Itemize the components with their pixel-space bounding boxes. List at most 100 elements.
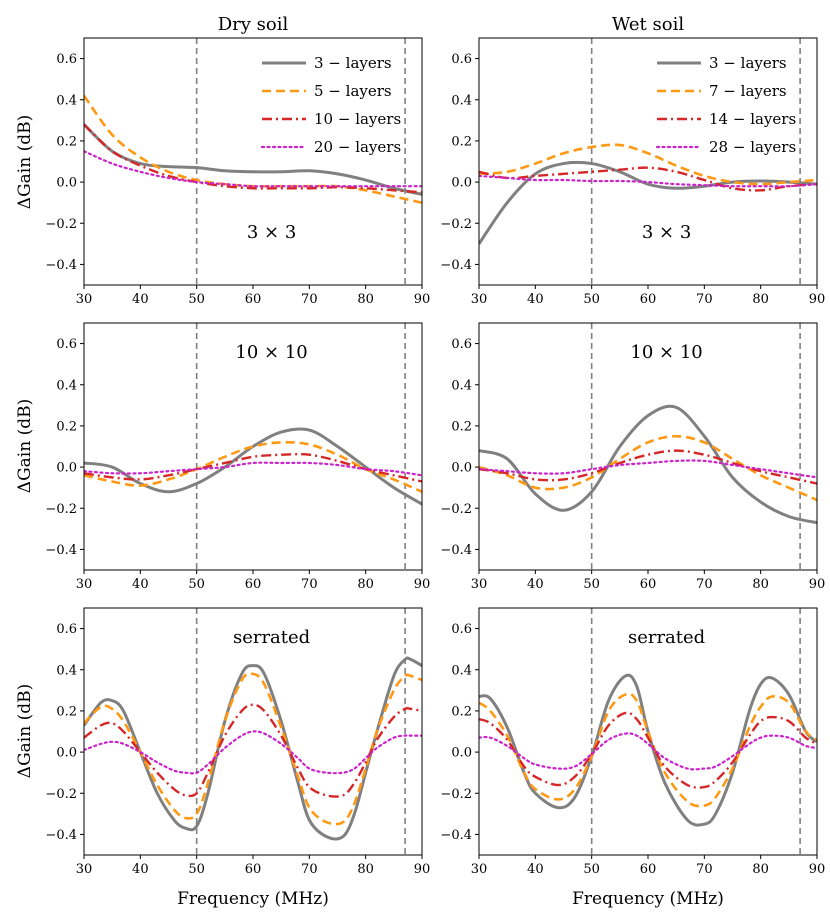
- series-line-3: [479, 166, 817, 192]
- y-tick-label: −0.4: [45, 258, 77, 273]
- x-tick-label: 40: [527, 862, 544, 877]
- y-tick-label: −0.4: [45, 543, 77, 558]
- y-tick-label: −0.2: [440, 502, 472, 517]
- series-line-2: [479, 692, 817, 808]
- y-tick-label: 0.0: [451, 461, 472, 476]
- x-tick-label: 60: [245, 577, 262, 592]
- series-line-2: [479, 143, 817, 186]
- x-tick-label: 30: [471, 577, 488, 592]
- panel-annotation: 10 × 10: [630, 342, 702, 363]
- y-tick-label: −0.2: [440, 217, 472, 232]
- plot-frame: [478, 37, 818, 286]
- series-line-1: [84, 427, 422, 506]
- x-tick-label: 80: [357, 577, 374, 592]
- panel-4: 30 40 50 60 70 80 90 −0.4 −0.2 0.0 0.2 0.4 0.6 10 × 1…: [440, 322, 825, 592]
- panel-5: 30 40 50 60 70 80 90 −0.4 −0.2 0.0 0.2 0.4 0.6 serrat…: [45, 607, 431, 877]
- x-tick-label: 90: [414, 292, 431, 307]
- x-tick-label: 40: [132, 292, 149, 307]
- y-tick-label: 0.6: [56, 337, 77, 352]
- y-axis-label-middle: ΔGain (dB): [15, 399, 35, 493]
- legend-label: 3 − layers: [709, 54, 787, 72]
- legend-label: 14 − layers: [709, 110, 796, 128]
- legend-label: 28 − layers: [709, 138, 796, 156]
- x-tick-label: 50: [583, 862, 600, 877]
- y-tick-label: −0.4: [45, 828, 77, 843]
- legend-label: 10 − layers: [314, 110, 401, 128]
- y-tick-label: 0.2: [451, 704, 472, 719]
- y-tick-label: −0.4: [440, 258, 472, 273]
- x-tick-label: 60: [245, 292, 262, 307]
- x-axis-label-right: Frequency (MHz): [572, 889, 724, 909]
- series-line-4: [84, 150, 422, 188]
- x-tick-label: 90: [809, 862, 826, 877]
- x-tick-label: 30: [471, 292, 488, 307]
- y-tick-label: 0.6: [451, 52, 472, 67]
- x-tick-label: 60: [640, 577, 657, 592]
- panel-annotation: serrated: [628, 627, 705, 648]
- series-line-1: [84, 123, 422, 196]
- y-tick-label: −0.2: [440, 787, 472, 802]
- legend-label: 20 − layers: [314, 138, 401, 156]
- x-tick-label: 40: [132, 577, 149, 592]
- x-tick-label: 90: [414, 862, 431, 877]
- x-tick-label: 50: [188, 292, 205, 307]
- legend-label: 7 − layers: [709, 82, 787, 100]
- panel-3: 30 40 50 60 70 80 90 −0.4 −0.2 0.0 0.2 0.4 0.6 10 × 1…: [45, 322, 430, 592]
- series-line-3: [84, 703, 422, 798]
- y-tick-label: 0.4: [451, 93, 472, 108]
- x-tick-label: 70: [696, 292, 713, 307]
- series-line-3: [479, 449, 817, 485]
- x-tick-label: 60: [640, 292, 657, 307]
- series-line-3: [84, 452, 422, 483]
- series-line-4: [84, 461, 422, 477]
- x-tick-label: 70: [301, 577, 318, 592]
- panel-6: 30 40 50 60 70 80 90 −0.4 −0.2 0.0 0.2 0.4 0.6 serrat…: [440, 607, 826, 877]
- x-tick-label: 30: [76, 577, 93, 592]
- series-line-4: [479, 459, 817, 479]
- x-tick-label: 30: [471, 862, 488, 877]
- x-tick-label: 80: [752, 292, 769, 307]
- x-axis-label-left: Frequency (MHz): [177, 889, 329, 909]
- x-tick-label: 40: [527, 292, 544, 307]
- y-tick-label: 0.2: [56, 704, 77, 719]
- y-tick-label: 0.6: [451, 622, 472, 637]
- y-tick-label: 0.2: [56, 134, 77, 149]
- y-tick-label: 0.4: [56, 378, 77, 393]
- series-line-3: [479, 711, 817, 789]
- y-tick-label: 0.6: [56, 52, 77, 67]
- y-tick-label: 0.4: [451, 663, 472, 678]
- x-tick-label: 40: [527, 577, 544, 592]
- series-line-3: [84, 123, 422, 194]
- y-tick-label: −0.2: [45, 787, 77, 802]
- x-tick-label: 30: [76, 292, 93, 307]
- x-tick-label: 40: [132, 862, 149, 877]
- x-tick-label: 80: [357, 862, 374, 877]
- x-tick-label: 50: [583, 292, 600, 307]
- x-tick-label: 80: [357, 292, 374, 307]
- y-tick-label: −0.4: [440, 828, 472, 843]
- y-tick-label: 0.6: [451, 337, 472, 352]
- x-tick-label: 30: [76, 862, 93, 877]
- y-tick-label: 0.0: [56, 461, 77, 476]
- y-tick-label: 0.2: [56, 419, 77, 434]
- y-tick-label: 0.2: [451, 419, 472, 434]
- x-tick-label: 70: [696, 577, 713, 592]
- y-tick-label: 0.4: [451, 378, 472, 393]
- y-tick-label: −0.2: [45, 502, 77, 517]
- panel-annotation: 3 × 3: [247, 222, 296, 243]
- x-tick-label: 60: [245, 862, 262, 877]
- column-title-dry-soil: Dry soil: [218, 14, 289, 35]
- series-line-1: [479, 673, 817, 827]
- y-tick-label: 0.0: [56, 176, 77, 191]
- x-tick-label: 90: [809, 292, 826, 307]
- panel-1: 30 40 50 60 70 80 90 −0.4 −0.2 0.0 0.2 0.4 0.6 3 × 3 3…: [45, 37, 431, 307]
- x-tick-label: 80: [752, 862, 769, 877]
- series-line-4: [479, 174, 817, 188]
- series-line-2: [84, 94, 422, 204]
- legend: 3 − layers 7 − layers 14 − layers 28 − laye…: [655, 54, 796, 156]
- column-title-wet-soil: Wet soil: [612, 14, 684, 35]
- series-line-1: [479, 404, 817, 525]
- series-line-2: [84, 440, 422, 493]
- series-line-2: [479, 434, 817, 502]
